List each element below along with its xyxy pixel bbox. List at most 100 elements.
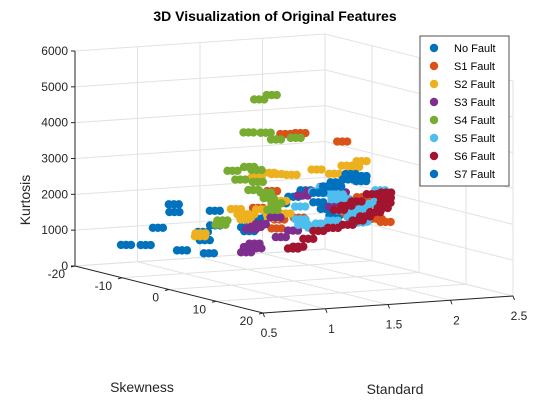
data-point — [255, 239, 264, 248]
grid-line-back-z — [74, 176, 326, 195]
y-tick-label: -10 — [95, 279, 113, 293]
data-point — [362, 156, 371, 166]
grid-line-back-z — [74, 248, 326, 267]
axis-layer: 0.5 1 1.5 2 2.520100-10-20010002000300040005… — [41, 44, 527, 340]
legend-marker — [429, 169, 439, 179]
grid-line-side-z — [324, 248, 514, 297]
z-tick-label: 3000 — [41, 152, 68, 166]
z-axis-label: Kurtosis — [17, 175, 33, 226]
x-tick-label: 2.5 — [511, 309, 528, 323]
data-point — [126, 240, 136, 250]
z-tick-label: 1000 — [41, 223, 68, 237]
data-point — [273, 205, 282, 215]
grid-line-back-z — [74, 105, 326, 124]
data-point — [158, 223, 168, 233]
data-point — [266, 128, 275, 137]
data-point — [257, 165, 266, 175]
data-point — [249, 128, 258, 137]
series-s7-fault — [309, 169, 371, 197]
y-axis-label: Skewness — [110, 379, 174, 395]
data-point — [357, 197, 366, 206]
series-s6-fault — [283, 188, 396, 253]
data-point — [362, 171, 371, 181]
x-tick-mark — [262, 312, 265, 318]
x-tick-mark — [387, 304, 390, 309]
data-point — [241, 175, 250, 184]
legend-entry-label: No Fault — [454, 43, 496, 55]
legend: No Fault S1 Fault S2 Fault S3 Fault S4 Fault… — [419, 35, 510, 187]
grid-line-floor-y — [121, 260, 373, 279]
grid-line-floor-y — [215, 283, 467, 302]
z-tick-label: 5000 — [41, 80, 68, 94]
legend-entry-label: S5 Fault — [454, 133, 495, 145]
data-point — [386, 217, 395, 227]
data-point — [276, 213, 285, 222]
data-point — [292, 170, 301, 180]
legend-entry-label: S1 Fault — [454, 61, 495, 73]
x-tick-mark — [450, 300, 453, 305]
y-tick-label: 10 — [193, 302, 207, 316]
data-point — [319, 188, 328, 197]
legend-entry-label: S3 Fault — [454, 97, 495, 109]
x-tick-mark — [325, 308, 328, 313]
data-point — [276, 135, 286, 144]
legend-entry-label: S7 Fault — [454, 169, 495, 181]
data-point — [277, 224, 286, 233]
grid-line-back-z — [74, 69, 326, 88]
y-tick-label: -20 — [48, 267, 66, 281]
data-point — [299, 242, 308, 251]
legend-marker — [429, 115, 439, 125]
data-point — [386, 188, 396, 197]
data-point — [317, 165, 326, 174]
data-point — [272, 90, 281, 100]
x-tick-label: 1.5 — [386, 318, 403, 332]
x-tick-label: 0.5 — [261, 326, 278, 340]
legend-entry-label: S2 Fault — [454, 79, 495, 91]
legend-marker — [429, 133, 439, 143]
legend-marker — [429, 43, 439, 53]
data-point — [337, 182, 346, 191]
y-tick-mark — [117, 277, 123, 280]
data-point — [372, 189, 381, 199]
y-tick-label: 20 — [240, 314, 254, 328]
z-tick-label: 0 — [61, 259, 68, 273]
y-tick-mark — [164, 289, 170, 291]
data-point — [215, 206, 224, 216]
x-axis-label: Standard — [367, 381, 424, 397]
y-tick-label: 0 — [152, 291, 159, 305]
z-tick-label: 4000 — [41, 116, 68, 130]
data-point — [201, 229, 210, 238]
points-layer — [116, 90, 396, 258]
data-point — [301, 215, 310, 224]
z-tick-label: 6000 — [41, 44, 68, 58]
data-point — [146, 240, 155, 250]
y-tick-mark — [258, 312, 264, 315]
data-point — [258, 177, 267, 187]
data-point — [277, 199, 286, 208]
data-point — [281, 232, 290, 242]
data-point — [309, 234, 318, 244]
x-tick-label: 2 — [453, 313, 460, 327]
y-tick-mark — [211, 300, 217, 303]
legend-marker — [429, 79, 439, 89]
x-tick-mark — [512, 295, 515, 301]
data-point — [301, 202, 310, 211]
z-tick-label: 2000 — [41, 187, 68, 201]
data-point — [233, 166, 242, 176]
data-point — [261, 219, 270, 229]
legend-entry-label: S4 Fault — [454, 115, 495, 127]
legend-marker — [429, 61, 439, 71]
grid-line-floor-y — [168, 272, 420, 290]
data-point — [319, 198, 328, 207]
data-point — [343, 137, 352, 146]
series-s4-fault — [211, 90, 305, 229]
data-point — [209, 249, 219, 258]
x-tick-label: 1 — [328, 322, 335, 336]
legend-entry-label: S6 Fault — [454, 151, 495, 163]
data-point — [286, 209, 295, 218]
legend-box — [419, 35, 510, 187]
chart-title: 3D Visualization of Original Features — [153, 8, 396, 24]
data-point — [182, 246, 192, 255]
legend-marker — [429, 97, 439, 107]
